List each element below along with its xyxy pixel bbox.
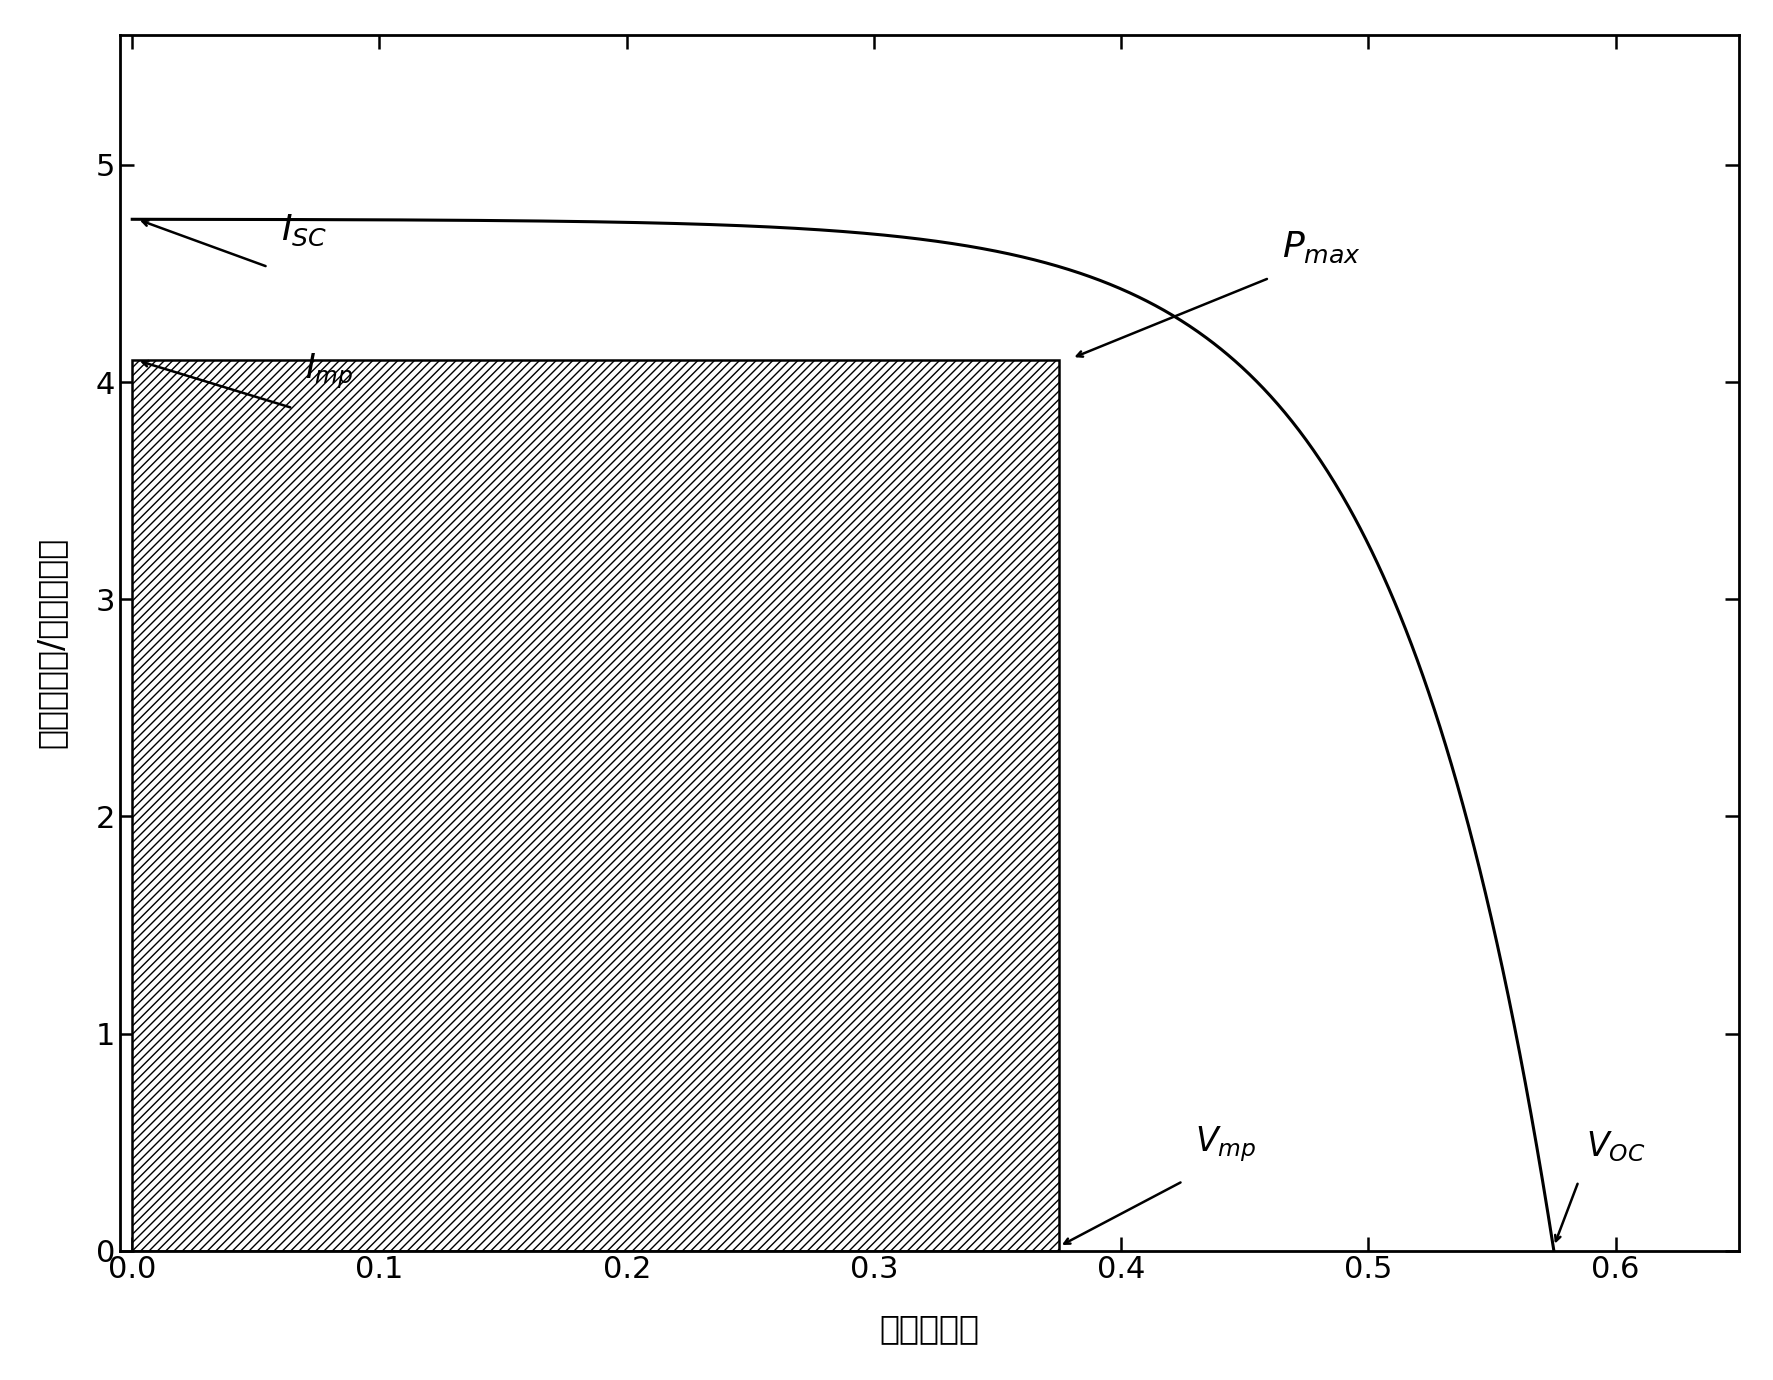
- Bar: [133, 360, 1058, 1250]
- X-axis label: 电压（伏）: 电压（伏）: [879, 1312, 979, 1346]
- Text: $P_{max}$: $P_{max}$: [1282, 230, 1360, 265]
- Text: $I_{SC}$: $I_{SC}$: [280, 213, 326, 248]
- Text: $I_{mp}$: $I_{mp}$: [305, 352, 353, 391]
- Text: $V_{OC}$: $V_{OC}$: [1585, 1129, 1645, 1163]
- Y-axis label: 电流（毫安/平方厘米）: 电流（毫安/平方厘米）: [35, 537, 67, 748]
- Text: $V_{mp}$: $V_{mp}$: [1195, 1123, 1255, 1163]
